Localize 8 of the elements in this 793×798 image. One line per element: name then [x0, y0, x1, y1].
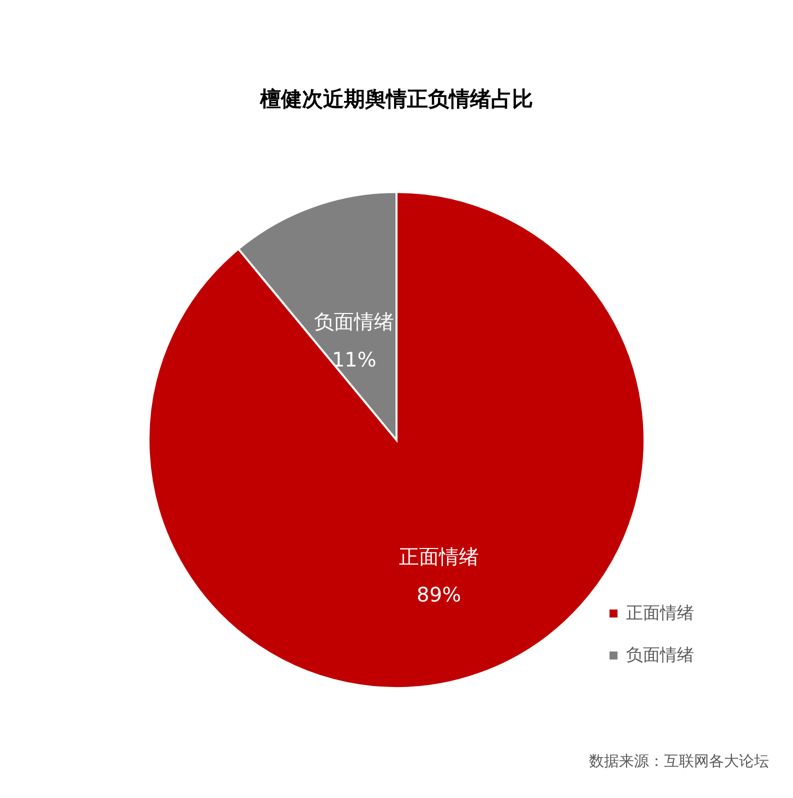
- data-label: 11%: [332, 347, 376, 372]
- legend-label: 负面情绪: [626, 646, 694, 666]
- slice-label: 正面情绪: [398, 544, 479, 569]
- source-note: 数据来源：互联网各大论坛: [589, 752, 769, 771]
- chart-title: 檀健次近期舆情正负情绪占比: [259, 87, 533, 111]
- slice-label: 负面情绪: [314, 309, 394, 334]
- data-label: 89%: [416, 582, 462, 607]
- legend-label: 正面情绪: [626, 604, 694, 624]
